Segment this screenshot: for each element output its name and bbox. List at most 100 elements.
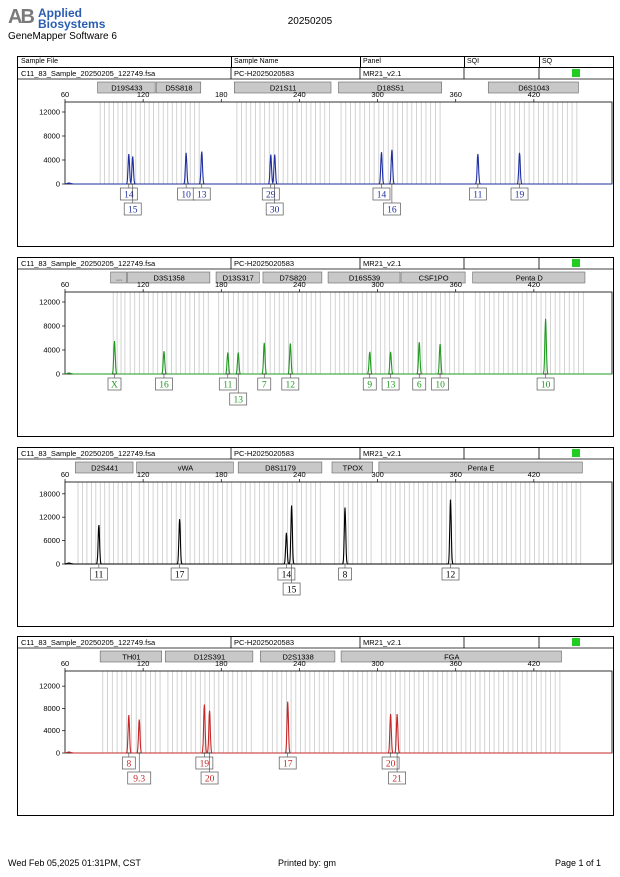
logo-text: Applied Biosystems xyxy=(38,6,106,31)
sample-file-value: C11_83_Sample_20250205_122749.fsa xyxy=(21,449,156,458)
electropherogram-panel-blue: C11_83_Sample_20250205_122749.fsa PC-H202… xyxy=(17,67,614,247)
column-divider xyxy=(539,57,540,67)
y-tick-label: 0 xyxy=(56,749,60,758)
column-divider xyxy=(360,57,361,67)
y-tick-label: 4000 xyxy=(43,726,60,735)
x-tick-label: 60 xyxy=(61,280,69,289)
allele-call-box xyxy=(372,187,391,201)
locus-marker-label: D19S433 xyxy=(111,84,142,93)
y-tick-label: 12000 xyxy=(39,298,60,307)
allele-call-box xyxy=(170,567,189,581)
allele-call-box xyxy=(469,187,487,201)
locus-marker-label: D21S11 xyxy=(270,84,297,93)
locus-marker-box xyxy=(340,650,562,663)
allele-call-label: 20 xyxy=(205,775,215,785)
col-sample-name: Sample Name xyxy=(234,58,279,65)
x-tick-label: 420 xyxy=(528,90,541,99)
plot-frame xyxy=(64,670,613,754)
y-tick-label: 8000 xyxy=(43,704,60,713)
allele-call-box xyxy=(278,756,297,770)
allele-call-label: 17 xyxy=(283,760,293,770)
x-tick-label: 240 xyxy=(293,659,306,668)
allele-call-label: 16 xyxy=(159,381,169,391)
allele-call-label: 14 xyxy=(282,571,292,581)
allele-call-box xyxy=(123,202,142,216)
allele-call-label: 19 xyxy=(515,191,525,201)
x-tick-label: 60 xyxy=(61,659,69,668)
plot-frame xyxy=(64,291,613,375)
allele-call-box xyxy=(107,377,122,391)
y-tick-label: 18000 xyxy=(39,489,60,498)
locus-marker-box xyxy=(237,461,323,474)
allele-call-box xyxy=(510,187,529,201)
allele-call-label: 30 xyxy=(270,206,280,216)
locus-marker-label: Penta D xyxy=(516,274,544,283)
sq-flag-icon xyxy=(572,638,580,646)
x-tick-label: 60 xyxy=(61,90,69,99)
allele-call-box xyxy=(441,567,460,581)
allele-call-box xyxy=(281,377,300,391)
allele-call-box xyxy=(200,771,219,785)
allele-call-box xyxy=(257,377,272,391)
x-tick-label: 300 xyxy=(371,280,384,289)
locus-marker-box xyxy=(99,650,162,663)
y-tick-label: 8000 xyxy=(43,322,60,331)
x-tick-label: 120 xyxy=(137,470,150,479)
electropherogram-panel-green: C11_83_Sample_20250205_122749.fsa PC-H202… xyxy=(17,257,614,437)
logo-line-2: Biosystems xyxy=(38,17,106,31)
locus-marker-box xyxy=(338,81,442,94)
allele-call-box xyxy=(282,582,301,596)
allele-call-box xyxy=(265,202,284,216)
chart-svg: C11_83_Sample_20250205_122749.fsa PC-H202… xyxy=(18,448,613,596)
allele-call-box xyxy=(192,187,211,201)
x-tick-label: 180 xyxy=(215,659,228,668)
locus-marker-label: FGA xyxy=(444,653,459,662)
allele-call-label: 10 xyxy=(181,191,191,201)
allele-call-label: 11 xyxy=(473,191,482,201)
locus-marker-box xyxy=(164,650,254,663)
allele-call-label: 12 xyxy=(446,571,456,581)
allele-call-label: 14 xyxy=(377,191,387,201)
x-tick-label: 300 xyxy=(371,659,384,668)
sample-file-value: C11_83_Sample_20250205_122749.fsa xyxy=(21,259,156,268)
allele-call-label: 11 xyxy=(223,381,232,391)
ab-logo-mark: AB xyxy=(8,6,35,28)
x-tick-label: 420 xyxy=(528,280,541,289)
x-tick-label: 420 xyxy=(528,470,541,479)
locus-marker-box xyxy=(327,271,401,284)
x-tick-label: 360 xyxy=(449,659,462,668)
allele-call-label: 13 xyxy=(233,396,243,406)
allele-call-label: 10 xyxy=(435,381,445,391)
locus-marker-box xyxy=(472,271,586,284)
allele-call-label: 8 xyxy=(126,760,131,770)
allele-call-box xyxy=(412,377,427,391)
y-tick-label: 0 xyxy=(56,370,60,379)
locus-marker-box xyxy=(75,461,134,474)
y-tick-label: 12000 xyxy=(39,108,60,117)
x-tick-label: 180 xyxy=(215,470,228,479)
col-sq: SQ xyxy=(542,58,553,65)
allele-call-label: 7 xyxy=(262,381,267,391)
electropherogram-panel-black: C11_83_Sample_20250205_122749.fsa PC-H202… xyxy=(17,447,614,627)
locus-marker-label: D8S1179 xyxy=(265,464,296,473)
sample-name-value: PC-H2025020583 xyxy=(234,449,294,458)
allele-call-label: 10 xyxy=(541,381,551,391)
locus-marker-box xyxy=(97,81,156,94)
y-tick-label: 4000 xyxy=(43,346,60,355)
logo-line-1: Applied xyxy=(38,6,82,20)
col-sample-file: Sample File xyxy=(21,58,58,65)
signal-trace xyxy=(64,499,612,565)
x-tick-label: 300 xyxy=(371,90,384,99)
x-tick-label: 180 xyxy=(215,90,228,99)
x-tick-label: 120 xyxy=(137,659,150,668)
x-tick-label: 120 xyxy=(137,280,150,289)
allele-call-label: X xyxy=(111,381,118,391)
locus-marker-label: TPOX xyxy=(343,464,363,473)
allele-call-box xyxy=(218,377,237,391)
allele-call-box xyxy=(229,392,248,406)
allele-call-label: 21 xyxy=(392,775,402,785)
page-number: Page 1 of 1 xyxy=(555,858,602,868)
allele-call-label: 9.3 xyxy=(133,775,145,785)
allele-call-box xyxy=(127,771,152,785)
allele-call-box xyxy=(362,377,377,391)
